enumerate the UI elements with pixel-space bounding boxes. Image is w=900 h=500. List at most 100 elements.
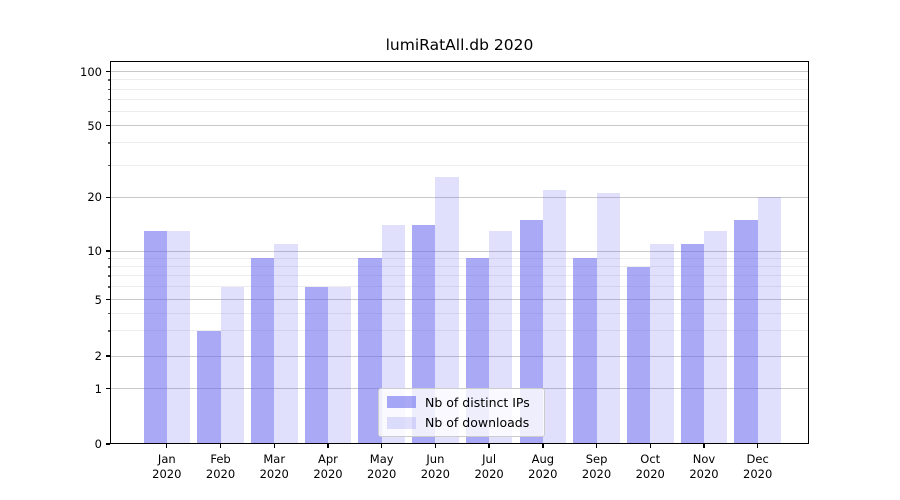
bar-ips-Jan (143, 230, 167, 444)
y-tick-mark-100 (106, 71, 110, 73)
gridline-minor-3 (111, 330, 808, 332)
bar-downloads-Jan (166, 230, 191, 444)
y-tick-label-10: 10 (87, 244, 102, 258)
x-tick-year: 2020 (420, 467, 451, 481)
y-tick-label-20: 20 (87, 190, 102, 205)
bar-downloads-Dec (757, 197, 781, 444)
bar-ips-May (358, 258, 382, 444)
gridline-minor-40 (111, 142, 808, 144)
legend-label: Nb of downloads (425, 415, 530, 431)
x-tick-year: 2020 (581, 467, 612, 481)
gridline-minor-30 (111, 165, 808, 167)
gridline-minor-6 (111, 286, 808, 288)
gridline-minor-60 (111, 110, 808, 112)
x-tick-month: Aug (531, 452, 555, 466)
y-tick-mark-50 (106, 124, 110, 127)
x-tick-label-Dec: Dec 2020 (731, 452, 785, 482)
y-minor-tick-mark-6 (107, 286, 110, 288)
x-tick-month: Nov (692, 452, 716, 466)
x-tick-mark-Jul (488, 444, 490, 448)
x-tick-year: 2020 (259, 467, 289, 481)
gridline-minor-70 (111, 98, 808, 100)
x-tick-mark-Nov (703, 444, 705, 448)
gridline-minor-90 (111, 79, 808, 81)
x-tick-year: 2020 (689, 467, 719, 481)
x-tick-label-Feb: Feb 2020 (194, 452, 248, 482)
bar-downloads-Jun (435, 176, 459, 444)
y-minor-tick-mark-90 (107, 79, 110, 81)
y-minor-tick-mark-8 (107, 266, 110, 268)
gridline-minor-9 (111, 257, 808, 259)
x-tick-mark-May (380, 444, 383, 448)
x-tick-month: Jul (482, 452, 497, 466)
bar-ips-Aug (519, 219, 543, 444)
x-tick-month: Jun (426, 452, 445, 466)
bar-downloads-Aug (542, 189, 567, 444)
y-tick-label-50: 50 (87, 118, 102, 133)
x-tick-label-May: May 2020 (355, 452, 409, 482)
x-tick-label-Mar: Mar 2020 (247, 452, 301, 482)
gridline-major-10 (111, 250, 808, 252)
x-tick-year: 2020 (205, 467, 236, 481)
chart-title: lumiRatAll.db 2020 (385, 36, 534, 54)
x-tick-year: 2020 (743, 467, 773, 481)
legend-label: Nb of distinct IPs (425, 394, 530, 410)
x-tick-year: 2020 (152, 467, 182, 481)
legend-entry-downloads: Nb of downloads (379, 414, 544, 432)
x-tick-month: Sep (585, 452, 608, 466)
x-tick-year: 2020 (635, 467, 665, 481)
x-tick-label-Sep: Sep 2020 (570, 452, 624, 482)
y-tick-mark-2 (106, 355, 110, 357)
x-tick-mark-Dec (756, 444, 759, 448)
y-minor-tick-mark-4 (107, 312, 110, 315)
gridline-minor-4 (111, 312, 808, 314)
bar-downloads-Feb (220, 286, 244, 444)
x-tick-label-Jan: Jan 2020 (140, 452, 194, 482)
y-tick-mark-0 (106, 443, 110, 445)
gridline-minor-7 (111, 275, 808, 277)
y-minor-tick-mark-3 (107, 330, 110, 332)
gridline-major-20 (111, 196, 808, 198)
x-tick-month: Feb (210, 452, 231, 466)
y-tick-mark-5 (106, 298, 110, 301)
bar-ips-Sep (573, 258, 597, 444)
x-tick-month: Dec (746, 452, 769, 466)
y-tick-label-2: 2 (94, 349, 102, 363)
x-tick-month: May (369, 452, 394, 466)
y-minor-tick-mark-40 (107, 142, 110, 144)
y-tick-label-1: 1 (94, 381, 102, 396)
y-minor-tick-mark-9 (107, 257, 110, 260)
x-tick-mark-Jun (434, 444, 437, 448)
legend: Nb of distinct IPs Nb of downloads (378, 388, 545, 437)
y-tick-mark-10 (106, 250, 110, 252)
x-tick-month: Oct (640, 452, 661, 466)
y-tick-mark-1 (106, 387, 110, 390)
y-tick-mark-20 (106, 196, 110, 198)
x-tick-year: 2020 (474, 467, 504, 481)
gridline-major-50 (111, 125, 808, 126)
y-minor-tick-mark-60 (107, 110, 110, 113)
x-tick-mark-Mar (273, 444, 275, 448)
x-tick-label-Apr: Apr 2020 (301, 452, 355, 482)
bar-ips-Dec (734, 219, 758, 444)
bar-ips-Apr (304, 286, 328, 444)
x-tick-year: 2020 (313, 467, 343, 481)
x-tick-month: Jan (157, 452, 176, 466)
legend-entry-ips: Nb of distinct IPs (379, 393, 544, 411)
x-tick-label-Nov: Nov 2020 (677, 452, 731, 482)
legend-swatch-ips (387, 396, 416, 409)
x-tick-year: 2020 (528, 467, 558, 481)
y-tick-label-5: 5 (94, 292, 102, 307)
y-tick-label-100: 100 (80, 64, 102, 79)
bar-downloads-Apr (327, 286, 352, 444)
bar-downloads-Sep (596, 193, 620, 444)
x-tick-mark-Oct (649, 444, 651, 448)
y-minor-tick-mark-30 (107, 165, 110, 167)
gridline-minor-8 (111, 266, 808, 268)
x-tick-year: 2020 (367, 467, 397, 481)
x-tick-mark-Sep (595, 444, 598, 448)
x-tick-label-Aug: Aug 2020 (516, 452, 570, 482)
gridline-major-100 (111, 71, 808, 73)
x-tick-label-Jul: Jul 2020 (462, 452, 516, 482)
bar-ips-Mar (250, 258, 275, 444)
